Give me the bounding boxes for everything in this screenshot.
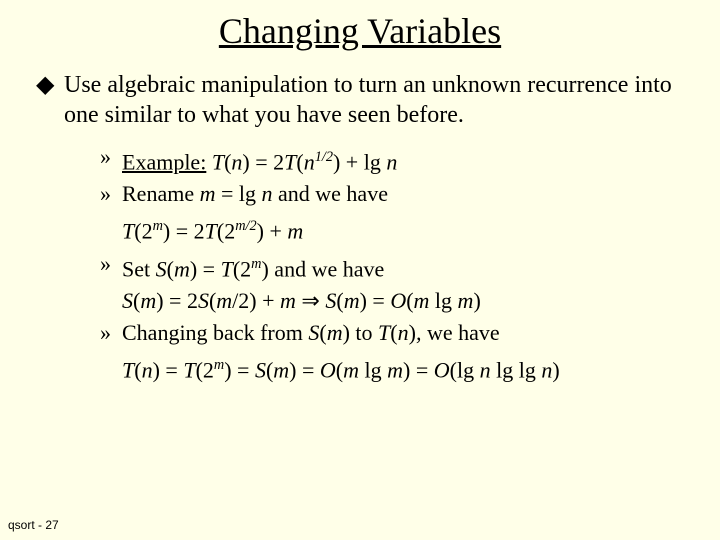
bullet-text: Use algebraic manipulation to turn an un…: [64, 70, 696, 130]
sub-item: »Changing back from S(m) to T(n), we hav…: [100, 318, 676, 348]
sub-text: Changing back from S(m) to T(n), we have: [122, 318, 500, 348]
raquo-icon: »: [100, 179, 122, 209]
sub-list: »Example: T(n) = 2T(n1/2) + lg n»Rename …: [36, 142, 696, 385]
sub-item: »Set S(m) = T(2m) and we have: [100, 249, 676, 284]
bullet-item: ◆ Use algebraic manipulation to turn an …: [36, 70, 696, 130]
sub-continuation: T(n) = T(2m) = S(m) = O(m lg m) = O(lg n…: [100, 350, 676, 385]
raquo-icon: »: [100, 142, 122, 172]
sub-item: »Rename m = lg n and we have: [100, 179, 676, 209]
raquo-icon: »: [100, 249, 122, 279]
sub-continuation: S(m) = 2S(m/2) + m ⇒ S(m) = O(m lg m): [100, 286, 676, 316]
sub-text: Rename m = lg n and we have: [122, 179, 388, 209]
sub-text: Set S(m) = T(2m) and we have: [122, 249, 384, 284]
slide-footer: qsort - 27: [8, 518, 59, 532]
main-content: ◆ Use algebraic manipulation to turn an …: [0, 70, 720, 385]
diamond-icon: ◆: [36, 70, 64, 100]
sub-continuation: T(2m) = 2T(2m/2) + m: [100, 211, 676, 246]
sub-text: Example: T(n) = 2T(n1/2) + lg n: [122, 142, 397, 177]
slide-title: Changing Variables: [0, 0, 720, 70]
sub-item: »Example: T(n) = 2T(n1/2) + lg n: [100, 142, 676, 177]
raquo-icon: »: [100, 318, 122, 348]
